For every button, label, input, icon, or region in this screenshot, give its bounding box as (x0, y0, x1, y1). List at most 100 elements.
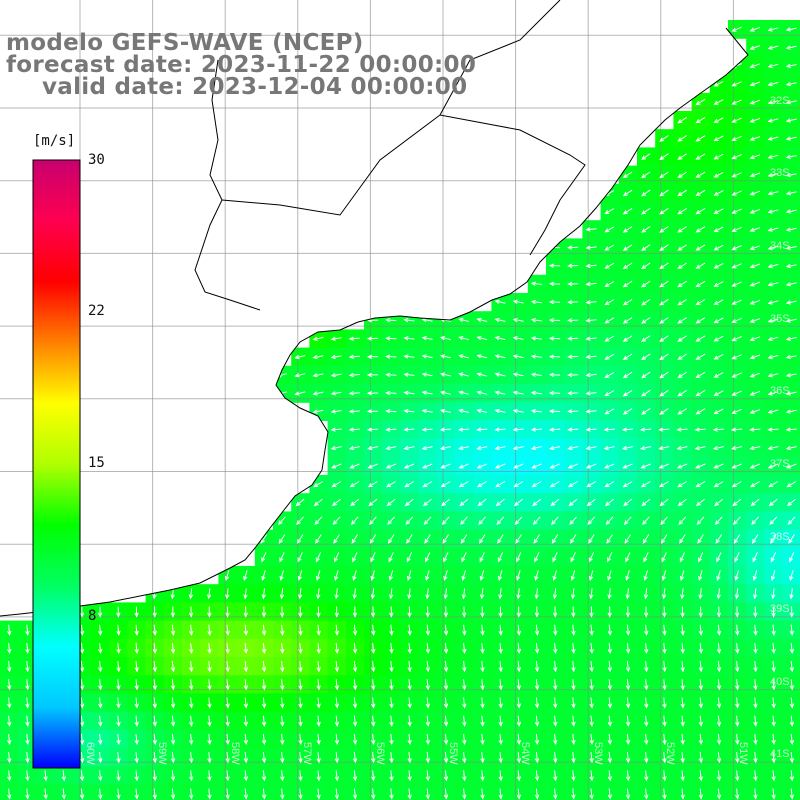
wind-arrow (752, 552, 758, 563)
wind-arrow (352, 642, 358, 655)
wind-arrow (534, 624, 540, 636)
wind-arrow (371, 679, 376, 691)
wind-arrow (731, 354, 742, 360)
wind-arrow (497, 534, 504, 544)
wind-arrow (734, 552, 740, 563)
wind-arrow (735, 697, 740, 709)
wind-arrow (439, 354, 451, 359)
wind-arrow (406, 534, 413, 544)
wind-arrow (443, 624, 449, 636)
wind-arrow (407, 770, 412, 782)
wind-arrow (98, 770, 103, 782)
wind-arrow (767, 409, 779, 414)
wind-arrow (621, 427, 633, 432)
wind-arrow (789, 570, 794, 581)
wind-arrow (512, 372, 524, 377)
wind-arrow (588, 552, 595, 563)
wind-arrow (476, 445, 488, 451)
wind-arrow (749, 318, 761, 323)
wind-arrow (607, 624, 613, 636)
colorbar-tick-22: 22 (88, 303, 105, 319)
wind-arrow (352, 606, 358, 618)
colorbar-tick-8: 8 (88, 608, 97, 624)
wind-arrow (749, 81, 761, 87)
wind-arrow (279, 588, 285, 600)
wind-arrow (388, 570, 394, 581)
wind-arrow (207, 661, 212, 673)
wind-arrow (480, 624, 485, 636)
wind-arrow (98, 624, 103, 636)
wind-arrow (622, 262, 633, 270)
wind-arrow (607, 588, 612, 600)
wind-arrow (206, 588, 212, 600)
wind-arrow (352, 697, 358, 709)
wind-arrow (662, 606, 667, 618)
wind-arrow (641, 408, 651, 415)
wind-arrow (366, 354, 379, 359)
wind-arrow (280, 752, 285, 764)
wind-arrow (658, 427, 670, 432)
wind-arrow (767, 391, 779, 396)
wind-arrow (731, 263, 742, 269)
wind-arrow (43, 788, 48, 800)
wind-arrow (462, 697, 467, 709)
wind-arrow (571, 606, 576, 618)
wind-arrow (152, 606, 157, 618)
wind-arrow (607, 788, 613, 800)
wind-arrow (116, 624, 121, 636)
wind-arrow (731, 99, 742, 105)
wind-arrow (680, 588, 685, 600)
wind-arrow (680, 661, 685, 673)
wind-arrow (585, 372, 597, 378)
wind-arrow (731, 317, 742, 323)
wind-arrow (403, 317, 415, 323)
lon-label: 55W (447, 742, 459, 765)
wind-arrow (330, 427, 342, 432)
wind-arrow (531, 481, 542, 488)
wind-arrow (770, 534, 777, 544)
wind-arrow (567, 372, 579, 378)
wind-arrow (316, 770, 321, 782)
wind-arrow (677, 498, 687, 507)
wind-arrow (371, 752, 376, 764)
wind-arrow (641, 262, 651, 270)
wind-arrow (134, 661, 139, 673)
wind-arrow (659, 153, 669, 160)
wind-arrow (785, 263, 797, 269)
wind-arrow (571, 624, 576, 636)
wind-arrow (713, 299, 724, 305)
wind-arrow (260, 534, 268, 544)
wind-arrow (735, 770, 740, 782)
wind-arrow (134, 770, 139, 782)
wind-arrow (425, 624, 431, 636)
wind-arrow (385, 354, 397, 359)
wind-arrow (498, 788, 503, 800)
wind-arrow (530, 354, 542, 359)
wind-arrow (294, 391, 306, 396)
wind-arrow (731, 154, 742, 160)
wind-arrow (534, 606, 540, 618)
wind-arrow (315, 552, 322, 563)
wind-arrow (352, 733, 358, 746)
wind-arrow (589, 661, 594, 673)
wind-arrow (443, 770, 449, 782)
wind-arrow (553, 788, 558, 800)
wind-arrow (713, 317, 724, 324)
wind-arrow (443, 570, 448, 581)
wind-arrow (534, 552, 540, 563)
wind-arrow (677, 408, 687, 415)
wind-arrow (567, 263, 579, 268)
wind-arrow (389, 697, 394, 709)
wind-arrow (243, 624, 249, 636)
wind-arrow (604, 390, 615, 397)
wind-arrow (659, 371, 669, 379)
wind-arrow (713, 281, 724, 287)
wind-arrow (439, 336, 451, 341)
wind-arrow (116, 661, 121, 673)
wind-arrow (604, 226, 615, 233)
wind-arrow (225, 661, 230, 673)
wind-arrow (387, 516, 395, 526)
wind-arrow (532, 516, 541, 526)
wind-arrow (498, 679, 503, 691)
wind-arrow (659, 389, 669, 397)
